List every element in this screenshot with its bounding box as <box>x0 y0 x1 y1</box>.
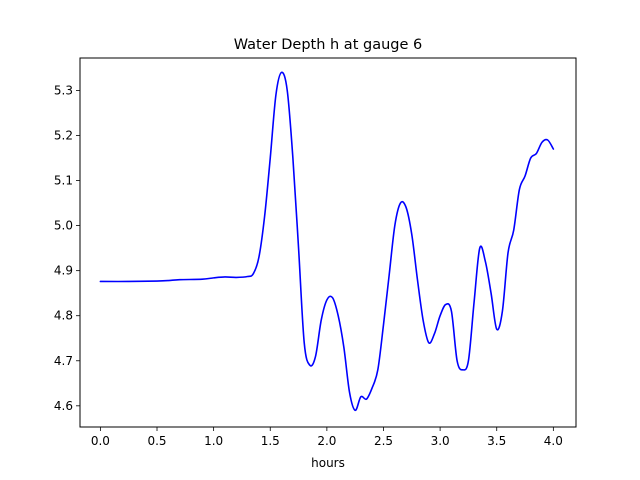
x-tick-label: 3.0 <box>431 434 450 448</box>
y-tick-label: 4.9 <box>54 264 73 278</box>
x-tick-label: 0.5 <box>147 434 166 448</box>
plot-area <box>80 58 576 427</box>
x-axis-ticks: 0.0 0.5 1.0 1.5 2.0 2.5 3.0 3.5 4.0 <box>91 427 563 448</box>
y-axis-ticks: 4.6 4.7 4.8 4.9 5.0 5.1 5.2 5.3 <box>54 83 80 413</box>
y-tick-label: 4.7 <box>54 354 73 368</box>
x-tick-label: 1.5 <box>261 434 280 448</box>
chart-title: Water Depth h at gauge 6 <box>234 37 422 53</box>
y-tick-label: 5.2 <box>54 128 73 142</box>
plot-frame <box>79 57 577 428</box>
x-tick-label: 4.0 <box>544 434 563 448</box>
x-tick-label: 2.5 <box>374 434 393 448</box>
y-tick-label: 5.1 <box>54 174 73 188</box>
y-tick-label: 4.8 <box>54 309 73 323</box>
x-axis-label: hours <box>311 456 345 470</box>
x-tick-label: 1.0 <box>204 434 223 448</box>
y-tick-label: 4.6 <box>54 399 73 413</box>
y-tick-label: 5.0 <box>54 219 73 233</box>
y-tick-label: 5.3 <box>54 83 73 97</box>
series-line-water-depth <box>99 71 555 412</box>
x-tick-label: 2.0 <box>317 434 336 448</box>
x-tick-label: 0.0 <box>91 434 110 448</box>
x-tick-label: 3.5 <box>487 434 506 448</box>
